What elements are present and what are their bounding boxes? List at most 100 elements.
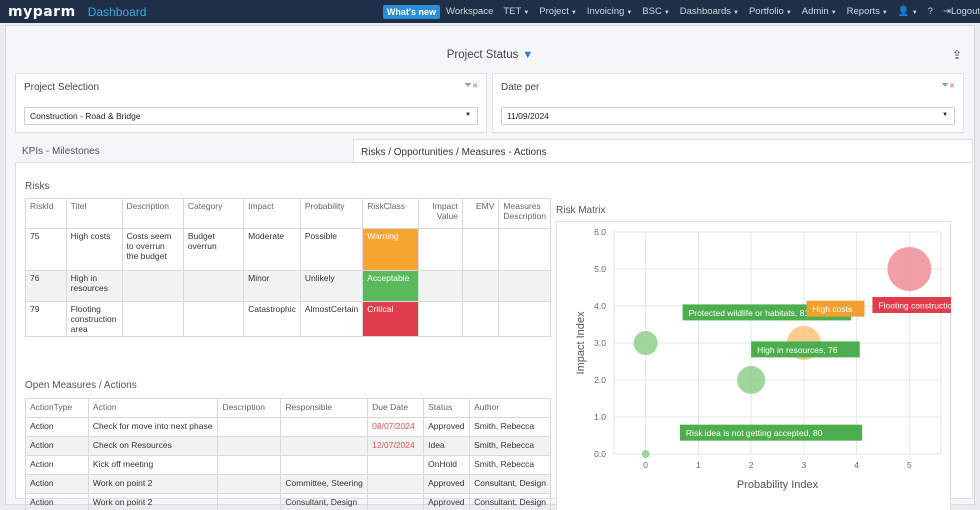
date-per-label: Date per (501, 82, 540, 93)
chevron-down-icon: ▼ (523, 10, 530, 16)
cell-emv (461, 270, 500, 302)
cell-status: Approved (423, 417, 471, 437)
x-tick-label: 4 (854, 460, 859, 470)
tab-kpis-milestones[interactable]: KPIs - Milestones (22, 146, 100, 157)
y-tick-label: 1.0 (594, 412, 606, 422)
filter-icon[interactable]: ▼ (522, 49, 534, 61)
col-emv[interactable]: EMV (461, 198, 500, 229)
x-tick-label: 5 (907, 460, 912, 470)
col-author[interactable]: Author (469, 398, 551, 418)
cell-action-description (217, 417, 282, 437)
cell-category: Budget overrun (182, 228, 245, 271)
risks-title: Risks (25, 181, 50, 192)
actions-header-row: ActionType Action Description Responsibl… (25, 398, 551, 418)
data-label: Protected wildlife or habitats, 81 (689, 308, 810, 318)
y-tick-label: 5.0 (594, 264, 606, 274)
app-logo[interactable]: myparm (8, 3, 76, 20)
export-icon[interactable]: ⇪ (951, 48, 962, 62)
col-responsible[interactable]: Responsible (280, 398, 369, 418)
y-tick-label: 6.0 (594, 227, 606, 237)
col-action-description[interactable]: Description (217, 398, 282, 418)
whats-new-button[interactable]: What's new (382, 4, 441, 19)
cell-due-date (367, 493, 425, 510)
table-row[interactable]: Action Check on Resources 12/07/2024 Ide… (25, 436, 551, 456)
project-selection-panel: Project Selection ⏷✕ Construction - Road… (15, 73, 487, 133)
col-riskclass[interactable]: RiskClass (362, 198, 419, 229)
cell-probability: AlmostCertain (299, 301, 364, 337)
project-select[interactable]: Construction - Road & Bridge ▼ (24, 107, 478, 125)
table-row[interactable]: Action Work on point 2 Committee, Steeri… (25, 474, 551, 494)
cell-status: OnHold (423, 455, 471, 475)
table-row[interactable]: 76 High in resources Minor Unlikely Acce… (25, 270, 551, 302)
col-impact[interactable]: Impact (243, 198, 301, 229)
x-tick-label: 1 (696, 460, 701, 470)
table-row[interactable]: Action Kick off meeting OnHold Smith, Re… (25, 455, 551, 475)
data-label: High costs (813, 304, 853, 314)
col-actiontype[interactable]: ActionType (25, 398, 89, 418)
table-row[interactable]: 79 Flooting construction area Catastroph… (25, 301, 551, 337)
col-action[interactable]: Action (87, 398, 219, 418)
chevron-down-icon: ▼ (881, 10, 888, 16)
cell-action: Work on point 2 (87, 493, 219, 510)
cell-actiontype: Action (25, 417, 89, 437)
user-menu-icon[interactable]: 👤 ▼ (897, 6, 918, 17)
nav-admin[interactable]: Admin ▼ (802, 6, 837, 17)
col-impact-value[interactable]: Impact Value (417, 198, 463, 229)
nav-reports[interactable]: Reports ▼ (847, 6, 888, 17)
cell-due-date (367, 474, 425, 494)
col-measures[interactable]: Measures Description (498, 198, 551, 229)
col-status[interactable]: Status (423, 398, 471, 418)
nav-portfolio[interactable]: Portfolio ▼ (749, 6, 792, 17)
cell-probability: Unlikely (299, 270, 364, 302)
cell-author: Consultant, Design (469, 493, 551, 510)
table-row[interactable]: Action Check for move into next phase 08… (25, 417, 551, 437)
nav-tet-label: TET (503, 6, 522, 17)
y-axis-label: Impact Index (575, 311, 587, 374)
y-tick-label: 0.0 (594, 449, 606, 459)
cell-emv (461, 228, 500, 271)
bubble-point (887, 247, 932, 291)
nav-admin-label: Admin (801, 6, 829, 17)
nav-reports-label: Reports (846, 6, 880, 17)
date-panel: Date per ⏷✕ 11/09/2024 ▼ (492, 73, 964, 133)
bubble-point (641, 450, 650, 458)
nav-workspace[interactable]: Workspace (446, 6, 494, 17)
cell-due-date: 08/07/2024 (367, 417, 425, 437)
nav-invoicing[interactable]: Invoicing ▼ (587, 6, 632, 17)
table-row[interactable]: 75 High costs Costs seem to overrun the … (25, 228, 551, 271)
cell-emv (461, 301, 500, 337)
x-axis-label: Probability Index (737, 479, 819, 491)
col-riskid[interactable]: RiskId (25, 198, 67, 229)
col-description[interactable]: Description (121, 198, 184, 229)
col-probability[interactable]: Probability (299, 198, 364, 229)
nav-tet[interactable]: TET ▼ (503, 6, 529, 17)
x-tick-label: 2 (749, 460, 754, 470)
bubble-point (633, 331, 658, 355)
cell-impact: Minor (243, 270, 301, 302)
main-nav: What's new Workspace TET ▼ Project ▼ Invoi… (382, 0, 980, 23)
project-selection-label: Project Selection (24, 82, 100, 93)
cell-action-description (217, 455, 282, 475)
col-category[interactable]: Category (182, 198, 245, 229)
clear-filter-icon[interactable]: ⏷✕ (464, 80, 478, 91)
cell-responsible: Committee, Steering (280, 474, 369, 494)
nav-project[interactable]: Project ▼ (539, 6, 577, 17)
actions-table: ActionType Action Description Responsibl… (25, 398, 551, 510)
help-icon[interactable]: ? (927, 6, 933, 17)
nav-dashboards[interactable]: Dashboards ▼ (680, 6, 739, 17)
table-row[interactable]: Action Work on point 2 Consultant, Desig… (25, 493, 551, 510)
chevron-down-icon: ▼ (626, 10, 633, 16)
clear-filter-icon[interactable]: ⏷✕ (941, 80, 955, 91)
nav-bsc[interactable]: BSC ▼ (642, 6, 670, 17)
y-tick-label: 2.0 (594, 375, 606, 385)
x-tick-label: 0 (643, 460, 648, 470)
logout-link[interactable]: ⇥Logout (943, 6, 980, 17)
col-title[interactable]: Titel (65, 198, 123, 229)
tab-risks-measures[interactable]: Risks / Opportunities / Measures - Actio… (353, 139, 973, 161)
col-due-date[interactable]: Due Date (367, 398, 425, 418)
date-select[interactable]: 11/09/2024 ▼ (501, 107, 955, 125)
data-label-box (872, 297, 951, 313)
cell-due-date: 12/07/2024 (367, 436, 425, 456)
risk-matrix-chart: 0.0 1.0 2.0 3.0 4.0 5.0 6.0 0 1 2 3 4 5 Probability I… (556, 221, 951, 510)
nav-invoicing-label: Invoicing (586, 6, 625, 17)
